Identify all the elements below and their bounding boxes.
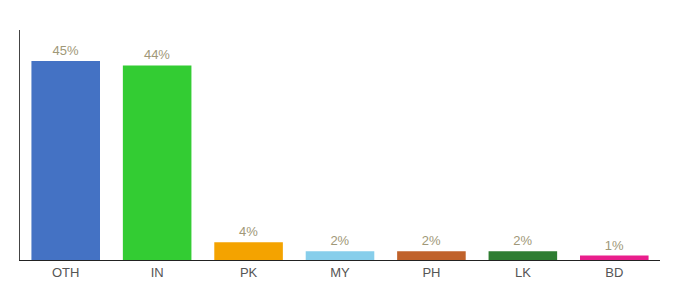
- svg-text:BD: BD: [605, 265, 623, 280]
- svg-text:IN: IN: [151, 265, 164, 280]
- svg-text:PH: PH: [422, 265, 440, 280]
- svg-text:2%: 2%: [513, 233, 532, 248]
- svg-text:PK: PK: [240, 265, 258, 280]
- svg-text:OTH: OTH: [52, 265, 79, 280]
- svg-text:2%: 2%: [330, 233, 349, 248]
- svg-text:MY: MY: [330, 265, 350, 280]
- svg-text:44%: 44%: [144, 47, 170, 62]
- svg-text:1%: 1%: [605, 238, 624, 253]
- svg-text:LK: LK: [515, 265, 531, 280]
- svg-text:45%: 45%: [52, 43, 78, 58]
- svg-text:4%: 4%: [239, 224, 258, 239]
- svg-text:2%: 2%: [422, 233, 441, 248]
